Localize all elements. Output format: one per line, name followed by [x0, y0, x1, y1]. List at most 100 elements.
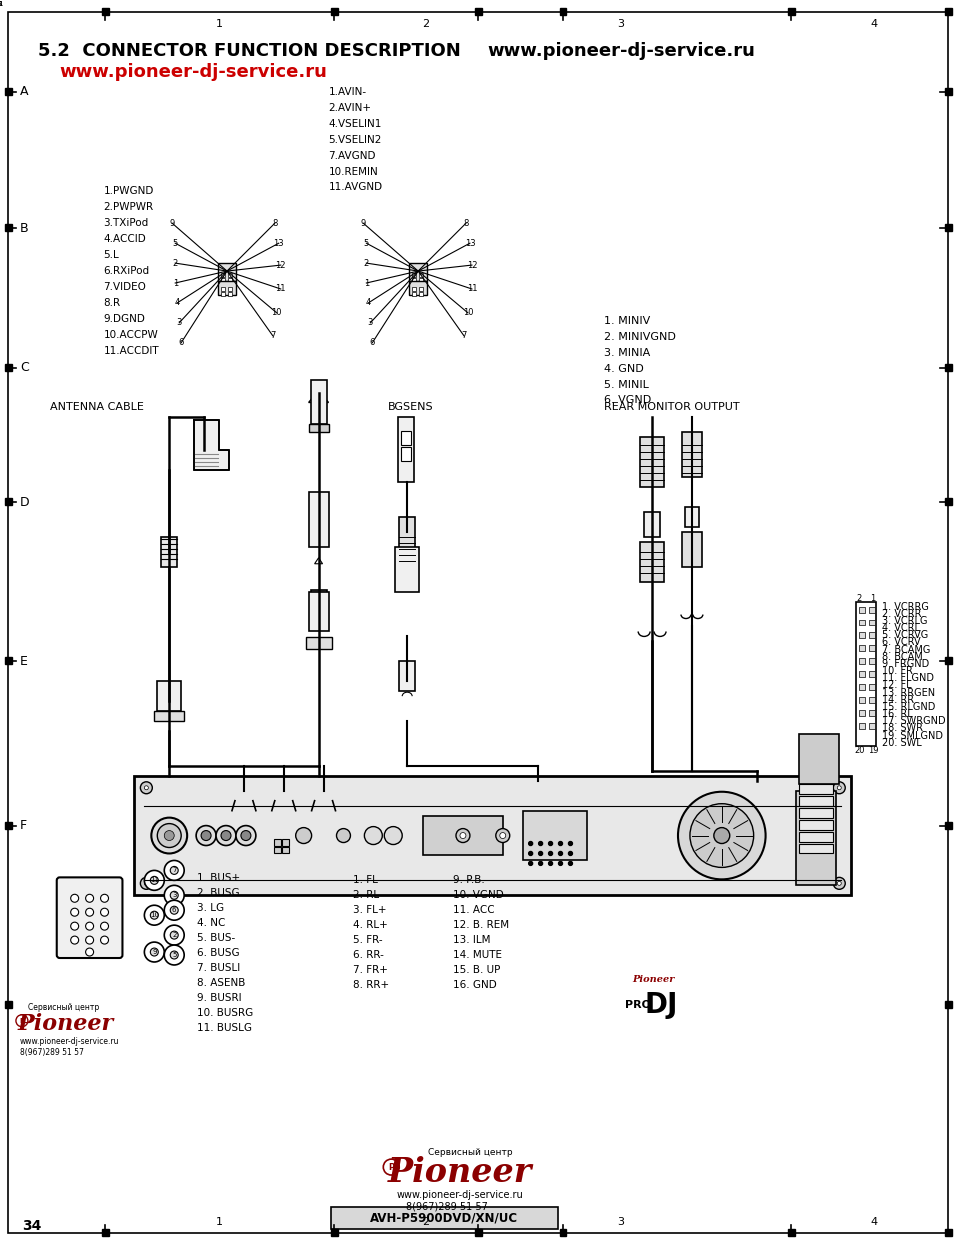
Bar — [945, 657, 951, 664]
Bar — [409, 263, 427, 281]
Text: PRO: PRO — [625, 1000, 651, 1010]
Bar — [800, 807, 833, 817]
Text: 10. BUSRG: 10. BUSRG — [197, 1007, 253, 1017]
Text: 2. VCRR: 2. VCRR — [882, 609, 922, 619]
Text: 3. VCRLG: 3. VCRLG — [882, 616, 927, 626]
Circle shape — [365, 827, 382, 845]
Text: 10: 10 — [272, 308, 282, 318]
Circle shape — [16, 1015, 28, 1027]
Text: 13: 13 — [465, 238, 475, 247]
Bar — [396, 546, 420, 591]
Polygon shape — [194, 420, 229, 471]
Circle shape — [157, 823, 181, 847]
Circle shape — [170, 951, 179, 959]
Circle shape — [833, 781, 845, 794]
Text: REAR MONITOR OUTPUT: REAR MONITOR OUTPUT — [604, 402, 740, 412]
Bar — [330, 9, 338, 15]
Text: 14. RR: 14. RR — [882, 694, 914, 704]
Bar — [869, 684, 876, 691]
Bar — [788, 9, 796, 15]
Bar — [5, 822, 12, 828]
Text: 8(967)289 51 57: 8(967)289 51 57 — [20, 1048, 84, 1057]
Text: 12: 12 — [467, 261, 477, 270]
Bar — [560, 1228, 566, 1236]
Circle shape — [85, 894, 93, 902]
Text: 4: 4 — [871, 1217, 877, 1227]
Text: 7. FR+: 7. FR+ — [353, 965, 388, 975]
Bar — [412, 273, 416, 277]
Text: 12. B. REM: 12. B. REM — [453, 920, 509, 930]
Bar — [155, 712, 184, 722]
Text: 1. BUS+: 1. BUS+ — [197, 873, 240, 883]
Circle shape — [337, 828, 350, 842]
Bar — [281, 838, 289, 846]
Circle shape — [144, 943, 164, 963]
Text: 6: 6 — [370, 338, 375, 348]
Circle shape — [529, 862, 533, 866]
Bar — [945, 88, 951, 94]
Text: 17. SWRGND: 17. SWRGND — [882, 717, 946, 727]
Text: 14. MUTE: 14. MUTE — [453, 950, 502, 960]
Bar — [409, 281, 427, 294]
Circle shape — [690, 804, 754, 867]
Text: Сервисный центр: Сервисный центр — [28, 1004, 99, 1012]
Circle shape — [539, 842, 542, 846]
Text: 18. SWR: 18. SWR — [882, 723, 924, 734]
Text: 5: 5 — [364, 238, 369, 247]
Bar — [420, 273, 423, 277]
Circle shape — [548, 842, 553, 846]
Circle shape — [164, 925, 184, 945]
Text: 2: 2 — [172, 932, 177, 938]
Bar — [859, 697, 865, 703]
Text: 1: 1 — [173, 278, 178, 287]
Text: 8: 8 — [272, 219, 277, 227]
Text: 11: 11 — [150, 877, 158, 883]
Text: 19: 19 — [868, 746, 878, 755]
Bar — [308, 591, 328, 631]
Text: 2.AVIN+: 2.AVIN+ — [328, 103, 372, 113]
Bar — [684, 507, 699, 527]
Bar — [398, 417, 414, 482]
Bar — [640, 542, 664, 581]
Bar — [274, 838, 280, 846]
Text: B: B — [20, 222, 29, 235]
Bar — [5, 225, 12, 231]
Bar — [420, 278, 423, 282]
Text: 6. RR-: 6. RR- — [353, 950, 384, 960]
Circle shape — [164, 831, 174, 841]
Text: 1. VCRRG: 1. VCRRG — [882, 601, 929, 611]
Bar — [869, 606, 876, 612]
Circle shape — [151, 877, 158, 884]
Text: 1. FL-: 1. FL- — [353, 876, 382, 886]
Bar — [228, 292, 232, 296]
Bar — [869, 671, 876, 677]
Bar — [311, 590, 326, 601]
Bar — [560, 9, 566, 15]
Text: 2.PWPWR: 2.PWPWR — [104, 202, 154, 212]
Circle shape — [568, 842, 572, 846]
Bar — [859, 684, 865, 691]
Circle shape — [85, 908, 93, 917]
Text: 5.2  CONNECTOR FUNCTION DESCRIPTION: 5.2 CONNECTOR FUNCTION DESCRIPTION — [37, 42, 461, 60]
Circle shape — [559, 852, 563, 856]
Text: 8: 8 — [0, 1, 2, 7]
Circle shape — [539, 852, 542, 856]
Circle shape — [164, 886, 184, 905]
Circle shape — [221, 831, 231, 841]
Bar — [859, 723, 865, 729]
Bar — [161, 537, 178, 566]
Text: 3. LG: 3. LG — [197, 903, 225, 913]
Text: 4: 4 — [366, 298, 371, 308]
Text: 16. GND: 16. GND — [453, 980, 496, 990]
Text: DJ: DJ — [644, 991, 678, 1018]
Text: 7.AVGND: 7.AVGND — [328, 150, 376, 160]
Bar — [401, 447, 411, 461]
Bar — [644, 512, 660, 537]
Text: 3. FL+: 3. FL+ — [353, 905, 387, 915]
Text: 6. VGND: 6. VGND — [604, 395, 652, 405]
Bar — [5, 364, 12, 370]
Circle shape — [151, 912, 158, 919]
Text: 8: 8 — [464, 219, 468, 227]
Bar — [869, 646, 876, 651]
Text: 15. B. UP: 15. B. UP — [453, 965, 500, 975]
